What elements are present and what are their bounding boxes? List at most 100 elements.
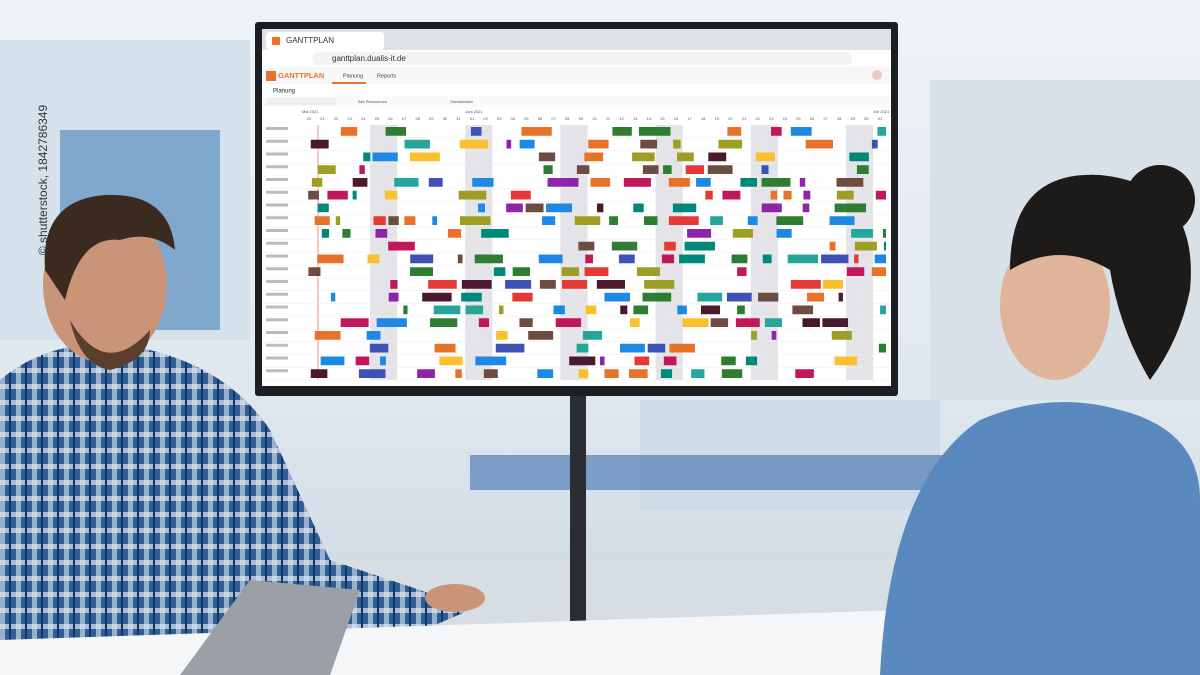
task-bar: [317, 254, 344, 264]
toolbar-item[interactable]: Stichtabellen: [450, 99, 473, 104]
nav-item[interactable]: Planung: [343, 73, 363, 79]
task-bar: [585, 305, 597, 315]
task-bar: [585, 254, 594, 264]
day-label: 24: [783, 116, 788, 121]
task-bar: [519, 139, 535, 149]
task-bar: [562, 280, 588, 289]
task-bar: [697, 292, 723, 302]
task-bar: [745, 356, 758, 366]
stripe: [470, 455, 950, 490]
person-hair-bun: [1125, 165, 1195, 235]
task-bar: [352, 178, 368, 187]
task-bar: [684, 241, 716, 251]
tab-title: GANTTPLAN: [286, 36, 334, 45]
task-bar: [761, 165, 769, 174]
task-bar: [672, 203, 697, 213]
logo-icon: [266, 71, 276, 81]
day-label: 21: [320, 116, 325, 121]
day-label: 15: [660, 116, 665, 121]
task-bar: [493, 267, 506, 276]
day-label: 26: [810, 116, 815, 121]
task-bar: [584, 267, 609, 276]
task-bar: [314, 331, 341, 340]
task-bar: [875, 190, 886, 200]
task-bar: [457, 254, 463, 264]
task-bar: [836, 178, 864, 187]
task-bar: [597, 203, 604, 213]
task-bar: [623, 178, 651, 187]
task-bar: [574, 216, 601, 225]
task-bar: [691, 369, 705, 378]
day-label: 11: [606, 116, 611, 121]
task-bar: [596, 280, 626, 289]
task-bar: [578, 369, 589, 378]
task-bar: [428, 280, 457, 289]
avatar[interactable]: [872, 70, 882, 80]
toolbar-item[interactable]: Alle Ressourcen: [358, 99, 387, 104]
task-bar: [461, 280, 492, 289]
section-title: Planung: [273, 89, 295, 95]
task-bar: [710, 318, 729, 327]
day-label: 23: [347, 116, 352, 121]
tab[interactable]: [266, 32, 384, 50]
task-bar: [854, 241, 877, 251]
task-bar: [320, 356, 345, 366]
task-bar: [874, 254, 886, 264]
task-bar: [685, 165, 704, 174]
app-header: [262, 67, 891, 84]
task-bar: [459, 139, 488, 149]
task-bar: [758, 292, 779, 302]
task-bar: [611, 241, 638, 251]
laptop: [180, 580, 360, 675]
task-bar: [483, 369, 498, 378]
task-bar: [761, 178, 791, 187]
day-label: 27: [823, 116, 828, 121]
task-bar: [600, 356, 605, 366]
day-label: 09: [579, 116, 584, 121]
task-bar: [633, 203, 644, 213]
day-label: 04: [511, 116, 516, 121]
task-bar: [506, 203, 523, 213]
task-bar: [478, 203, 486, 213]
task-bar: [644, 280, 675, 289]
day-label: 01: [470, 116, 475, 121]
task-bar: [877, 127, 886, 136]
task-bar: [708, 152, 727, 162]
task-bar: [609, 216, 619, 225]
day-label: 17: [687, 116, 692, 121]
row-label: [266, 229, 288, 232]
task-bar: [470, 127, 482, 136]
day-label: 26: [388, 116, 393, 121]
task-bar: [410, 254, 434, 264]
watermark: © shutterstock, 1842786349: [36, 105, 50, 256]
task-bar: [856, 165, 869, 174]
task-bar: [846, 267, 865, 276]
task-bar: [388, 216, 399, 225]
task-bar: [384, 190, 398, 200]
omnibox[interactable]: [312, 52, 852, 65]
task-bar: [366, 331, 381, 340]
day-label: 19: [715, 116, 720, 121]
nav-item[interactable]: Reports: [377, 73, 397, 79]
task-bar: [871, 139, 878, 149]
task-bar: [495, 343, 525, 353]
row-label: [266, 369, 288, 373]
person-face: [1000, 230, 1110, 380]
search[interactable]: [266, 98, 336, 105]
task-bar: [636, 267, 660, 276]
task-bar: [455, 369, 462, 378]
task-bar: [735, 318, 760, 327]
task-bar: [308, 267, 321, 276]
task-bar: [505, 280, 532, 289]
task-bar: [478, 318, 490, 327]
task-bar: [721, 369, 743, 378]
task-bar: [851, 229, 873, 238]
task-bar: [854, 254, 859, 264]
task-bar: [792, 305, 814, 315]
task-bar: [359, 165, 365, 174]
tab-bar: [262, 29, 891, 50]
task-bar: [521, 127, 552, 136]
task-bar: [836, 190, 854, 200]
task-bar: [310, 369, 328, 378]
